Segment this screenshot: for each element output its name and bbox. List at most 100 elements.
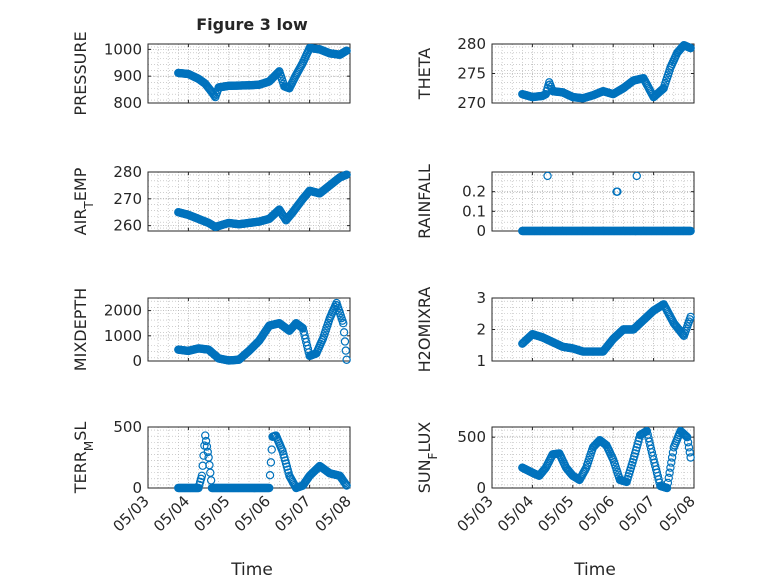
data-point xyxy=(341,480,350,489)
y-tick-label: 0 xyxy=(476,222,486,240)
x-tick-label: 05/08 xyxy=(656,492,699,535)
data-point xyxy=(201,431,210,440)
data-point xyxy=(686,43,695,53)
x-tick-label: 05/04 xyxy=(494,492,537,535)
y-tick-label: 0.2 xyxy=(462,183,486,201)
data-point xyxy=(203,447,212,457)
y-tick-label: 0 xyxy=(132,352,142,370)
subplot-3: 260 270 280 AIRTEMP xyxy=(71,163,351,235)
x-tick-label: 05/04 xyxy=(150,492,193,535)
data-point xyxy=(683,432,692,442)
y-axis-label: MIXDEPTH xyxy=(71,288,90,371)
data-point xyxy=(684,443,694,452)
x-tick-label: 05/05 xyxy=(190,492,233,535)
data-point xyxy=(272,69,281,79)
y-tick-label: 3 xyxy=(476,289,486,307)
data-point xyxy=(339,319,348,328)
axes-box xyxy=(147,297,351,362)
x-tick-label: 05/06 xyxy=(575,492,618,535)
data-point xyxy=(686,453,695,462)
data-point xyxy=(201,436,211,446)
y-tick-label: 800 xyxy=(113,94,142,112)
data-point xyxy=(682,432,691,441)
data-point xyxy=(663,478,673,488)
data-point xyxy=(613,187,622,196)
x-tick-label: 05/08 xyxy=(312,492,355,535)
y-tick-label: 500 xyxy=(113,418,142,436)
data-point xyxy=(340,337,350,346)
data-point xyxy=(342,46,351,55)
y-axis-label: H2OMIXRA xyxy=(415,287,434,373)
data-point xyxy=(342,170,351,179)
y-tick-label: 275 xyxy=(457,65,486,83)
data-point xyxy=(685,448,694,457)
data-point xyxy=(683,438,693,447)
subplot-5: 0 1000 2000 MIXDEPTH xyxy=(71,288,351,371)
x-axis-label-left: Time xyxy=(230,560,273,580)
y-tick-label: 1000 xyxy=(104,40,142,58)
y-tick-label: 500 xyxy=(457,428,486,446)
y-axis-label: SUNFLUX xyxy=(415,422,440,494)
data-point xyxy=(662,483,672,493)
y-tick-label: 1 xyxy=(476,352,486,370)
data-point xyxy=(265,483,274,493)
data-point xyxy=(274,68,283,77)
y-tick-label: 0 xyxy=(476,479,486,497)
x-tick-label: 05/07 xyxy=(271,492,314,535)
data-point xyxy=(265,470,275,480)
data-point xyxy=(198,461,207,470)
figure-title: Figure 3 low xyxy=(196,15,308,34)
y-tick-label: 0 xyxy=(132,479,142,497)
y-tick-label: 2000 xyxy=(104,302,142,320)
y-tick-label: 280 xyxy=(113,163,142,181)
data-point xyxy=(205,460,214,470)
data-point xyxy=(632,171,641,181)
y-tick-label: 280 xyxy=(457,35,486,53)
data-point xyxy=(686,312,695,322)
y-axis-label: RAINFALL xyxy=(415,164,434,239)
y-axis-label: THETA xyxy=(415,48,434,100)
data-point xyxy=(342,355,351,364)
x-tick-label: 05/03 xyxy=(110,492,153,535)
y-axis-label: AIRTEMP xyxy=(71,167,96,235)
y-tick-label: 1000 xyxy=(104,327,142,345)
subplot-4: 0 0.10.2 RAINFALL xyxy=(415,164,695,240)
axes-box xyxy=(147,171,351,232)
y-tick-label: 270 xyxy=(113,190,142,208)
y-tick-label: 0.1 xyxy=(462,202,486,220)
y-tick-label: 270 xyxy=(457,94,486,112)
y-tick-label: 260 xyxy=(113,217,142,235)
data-point xyxy=(340,478,350,488)
y-axis-label: PRESSURE xyxy=(71,31,90,115)
data-point xyxy=(686,226,695,236)
y-axis-label: TERRMSL xyxy=(71,422,96,495)
y-tick-label: 2 xyxy=(476,321,486,339)
x-axis-label-right: Time xyxy=(573,560,616,580)
x-tick-label: 05/05 xyxy=(534,492,577,535)
data-point xyxy=(266,458,276,467)
data-point xyxy=(339,328,349,337)
subplot-2: 270 275 280 THETA xyxy=(415,35,695,112)
x-tick-label: 05/07 xyxy=(615,492,658,535)
data-point xyxy=(666,463,675,472)
x-tick-label: 05/03 xyxy=(454,492,497,535)
data-point xyxy=(197,471,207,480)
x-tick-label: 05/06 xyxy=(231,492,274,535)
data-point xyxy=(341,346,350,355)
data-point xyxy=(267,445,276,454)
axes-box xyxy=(147,43,351,104)
data-point xyxy=(543,171,552,181)
subplot-1: 800 900 1000 PRESSURE xyxy=(71,31,351,116)
data-point xyxy=(680,430,689,440)
subplot-6: 1 2 3 H2OMIXRA xyxy=(415,287,695,373)
data-point xyxy=(664,473,673,483)
data-point xyxy=(206,468,215,477)
data-point xyxy=(667,453,677,462)
data-point xyxy=(202,442,212,451)
data-point xyxy=(206,476,216,485)
data-point xyxy=(342,481,351,490)
